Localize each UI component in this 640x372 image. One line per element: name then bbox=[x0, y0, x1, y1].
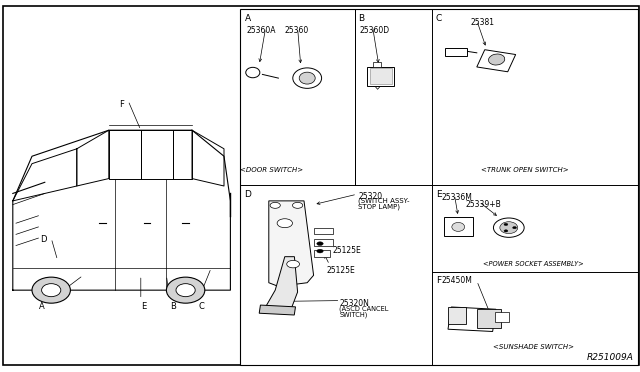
Text: (ASCD CANCEL: (ASCD CANCEL bbox=[339, 306, 388, 312]
Ellipse shape bbox=[246, 67, 260, 78]
Bar bbox=[477, 50, 516, 72]
Bar bbox=[448, 307, 466, 324]
Circle shape bbox=[270, 202, 280, 208]
Text: D: D bbox=[244, 190, 252, 199]
Text: F: F bbox=[436, 276, 441, 285]
Bar bbox=[367, 67, 394, 86]
Circle shape bbox=[277, 219, 292, 228]
Text: 25320N: 25320N bbox=[339, 299, 369, 308]
Text: A: A bbox=[39, 302, 44, 311]
Ellipse shape bbox=[488, 54, 505, 65]
Bar bbox=[477, 309, 501, 328]
Text: C: C bbox=[436, 14, 442, 23]
Circle shape bbox=[317, 242, 323, 246]
Text: B: B bbox=[170, 302, 176, 311]
Bar bbox=[314, 228, 333, 234]
Polygon shape bbox=[269, 201, 314, 286]
Circle shape bbox=[317, 249, 323, 253]
Text: 25320: 25320 bbox=[358, 192, 383, 201]
Text: 25381: 25381 bbox=[470, 18, 494, 27]
Text: 25360: 25360 bbox=[285, 26, 309, 35]
Text: A: A bbox=[244, 14, 251, 23]
Text: <SUNSHADE SWITCH>: <SUNSHADE SWITCH> bbox=[493, 344, 573, 350]
Text: 25125E: 25125E bbox=[333, 246, 362, 254]
Text: D: D bbox=[40, 235, 47, 244]
Text: <DOOR SWITCH>: <DOOR SWITCH> bbox=[241, 167, 303, 173]
Text: 25125E: 25125E bbox=[326, 266, 355, 275]
Text: F: F bbox=[119, 100, 124, 109]
Bar bbox=[495, 312, 509, 322]
Ellipse shape bbox=[300, 72, 315, 84]
Text: E: E bbox=[436, 190, 442, 199]
Polygon shape bbox=[266, 257, 298, 309]
Text: 25360D: 25360D bbox=[360, 26, 390, 35]
Bar bbox=[370, 68, 392, 84]
Bar bbox=[444, 217, 473, 236]
Ellipse shape bbox=[493, 218, 524, 237]
Bar bbox=[314, 239, 333, 246]
Circle shape bbox=[504, 230, 508, 232]
Ellipse shape bbox=[166, 277, 205, 303]
Bar bbox=[259, 305, 296, 315]
Circle shape bbox=[292, 202, 303, 208]
Text: <POWER SOCKET ASSEMBLY>: <POWER SOCKET ASSEMBLY> bbox=[483, 261, 584, 267]
Ellipse shape bbox=[452, 222, 465, 231]
Circle shape bbox=[513, 227, 516, 229]
Text: (SWITCH ASSY-: (SWITCH ASSY- bbox=[358, 198, 410, 204]
Text: SWITCH): SWITCH) bbox=[339, 311, 367, 318]
Bar bbox=[448, 307, 496, 331]
Text: STOP LAMP): STOP LAMP) bbox=[358, 203, 401, 210]
Text: R251009A: R251009A bbox=[587, 353, 634, 362]
Bar bbox=[240, 9, 638, 365]
Bar bbox=[445, 48, 467, 56]
Text: 25336M: 25336M bbox=[442, 193, 472, 202]
Text: <TRUNK OPEN SWITCH>: <TRUNK OPEN SWITCH> bbox=[481, 167, 568, 173]
Ellipse shape bbox=[32, 277, 70, 303]
Circle shape bbox=[287, 260, 300, 268]
Text: C: C bbox=[198, 302, 205, 311]
Ellipse shape bbox=[500, 222, 518, 234]
Ellipse shape bbox=[42, 283, 61, 297]
Text: B: B bbox=[358, 14, 365, 23]
Bar bbox=[314, 250, 330, 257]
Bar bbox=[373, 62, 381, 67]
Text: 25450M: 25450M bbox=[442, 276, 472, 285]
Text: 25339+B: 25339+B bbox=[466, 200, 502, 209]
Text: 25360A: 25360A bbox=[246, 26, 276, 35]
Text: E: E bbox=[141, 302, 147, 311]
Circle shape bbox=[504, 223, 508, 225]
Ellipse shape bbox=[293, 68, 321, 89]
Ellipse shape bbox=[176, 283, 195, 297]
